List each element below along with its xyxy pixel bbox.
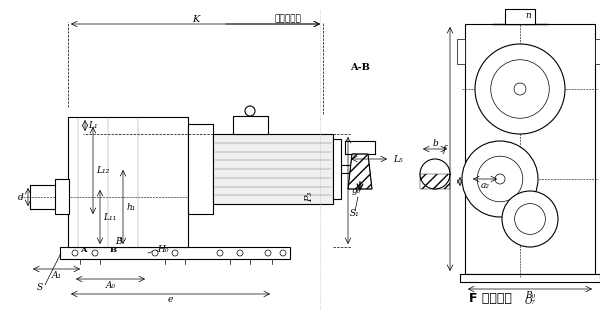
Text: A-B: A-B [350,63,370,71]
Circle shape [475,44,565,134]
Text: A: A [80,246,86,254]
Bar [465,24,595,274]
Text: L₁₁: L₁₁ [103,212,116,221]
Circle shape [462,141,538,217]
Text: A₀: A₀ [106,280,116,290]
Circle shape [237,250,243,256]
Circle shape [92,250,98,256]
Text: B: B [109,246,116,254]
Text: P₃: P₃ [305,191,314,202]
Circle shape [514,83,526,95]
Text: t: t [463,177,467,187]
Circle shape [152,250,158,256]
Text: B₀: B₀ [525,291,535,300]
Polygon shape [348,154,372,189]
Bar [55,179,69,214]
Circle shape [217,250,223,256]
Text: b: b [432,138,438,147]
Bar [595,39,600,64]
Bar [460,274,600,282]
Text: B: B [115,238,121,247]
Text: g₆: g₆ [352,186,361,195]
Circle shape [72,250,78,256]
Circle shape [245,106,255,116]
Circle shape [265,250,271,256]
Bar [188,124,213,214]
Bar [60,247,290,259]
Text: L₁₂: L₁₂ [97,166,110,175]
Text: F 型减速器: F 型减速器 [469,293,511,306]
Text: f: f [442,145,446,153]
Text: a₂: a₂ [481,182,490,190]
Text: n: n [525,11,531,20]
Text: S: S [37,283,43,292]
Text: H₀: H₀ [157,244,169,254]
Circle shape [495,174,505,184]
Bar [233,116,268,134]
Text: L₁: L₁ [88,121,98,130]
Circle shape [515,204,545,234]
Text: d: d [18,192,24,202]
Circle shape [280,250,286,256]
Bar [333,139,341,199]
Text: S₁: S₁ [350,210,360,219]
Text: A₁: A₁ [52,271,62,279]
Circle shape [172,250,178,256]
Text: K: K [192,14,199,24]
Text: e: e [168,295,173,305]
Bar [68,117,188,247]
Circle shape [502,191,558,247]
Bar [457,39,465,64]
Text: O₇: O₇ [524,298,536,307]
Text: L₅: L₅ [393,154,403,164]
Bar [213,134,333,204]
Circle shape [420,159,450,189]
Text: h₁: h₁ [127,203,136,211]
Circle shape [477,156,523,202]
Bar [505,9,535,24]
Text: 按电机尺寸: 按电机尺寸 [275,14,301,24]
Circle shape [491,60,549,118]
